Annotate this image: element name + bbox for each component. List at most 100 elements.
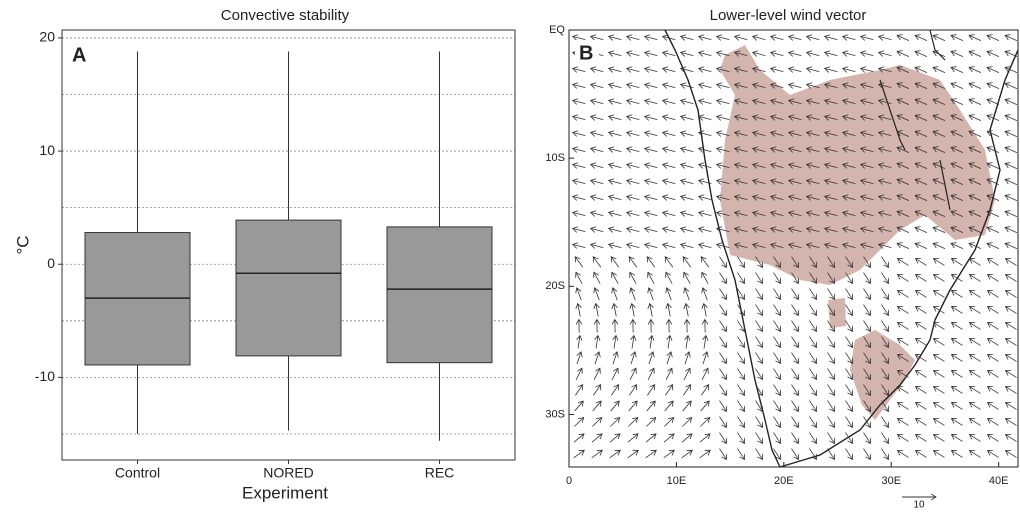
wind-vector (969, 115, 981, 120)
wind-vector (627, 164, 640, 167)
wind-vector (645, 52, 658, 55)
wind-vector (627, 180, 640, 183)
wind-vector (1005, 435, 1016, 442)
wind-vector (719, 337, 726, 348)
wind-vector (575, 401, 583, 411)
wind-vector (699, 84, 712, 87)
wind-vector (648, 368, 654, 380)
wind-vector (753, 36, 766, 39)
wind-vector (827, 289, 834, 300)
wind-vector (627, 68, 640, 71)
wind-vector (1005, 275, 1016, 282)
wind-vector (719, 401, 726, 412)
wind-vector (681, 84, 694, 87)
wind-vector (664, 450, 675, 458)
wind-vector (681, 100, 694, 103)
wind-vector (632, 336, 634, 349)
wind-vector (612, 368, 618, 380)
wind-vector (915, 339, 926, 346)
wind-vector (686, 304, 689, 317)
wind-vector (755, 321, 762, 332)
wind-vector (609, 132, 622, 135)
wind-vector (915, 51, 927, 56)
wind-vector (827, 353, 834, 364)
wind-vector (611, 257, 619, 268)
wind-vector (647, 401, 655, 411)
wind-vector (664, 434, 674, 442)
wind-vector (699, 116, 712, 119)
wind-vector (609, 196, 622, 199)
wind-vector (719, 449, 726, 460)
wind-vector (645, 164, 658, 167)
wind-vector (592, 434, 602, 442)
wind-vector (737, 385, 744, 396)
wind-vector (737, 353, 744, 364)
wind-vector (737, 401, 744, 412)
wind-vector (933, 419, 944, 426)
wind-vector (573, 164, 586, 167)
wind-vector (573, 36, 586, 39)
wind-vector (951, 387, 962, 394)
wind-vector (915, 387, 926, 394)
wind-vector (987, 355, 998, 362)
wind-vector (1005, 339, 1016, 346)
wind-vector (702, 368, 708, 380)
wind-vector (845, 385, 852, 396)
wind-vector (915, 291, 926, 298)
wind-vector (827, 417, 834, 428)
wind-vector (881, 289, 888, 300)
wind-vector (951, 371, 962, 378)
wind-vector (969, 243, 981, 248)
wind-vector (681, 68, 694, 71)
wind-vector (627, 212, 640, 215)
wind-vector (933, 67, 945, 72)
wind-vector (969, 355, 980, 362)
wind-vector (591, 244, 604, 247)
wind-vector (665, 385, 672, 396)
wind-vector (1005, 243, 1017, 248)
wind-vector (897, 35, 909, 40)
wind-vector (591, 212, 604, 215)
wind-vector (591, 196, 604, 199)
wind-vector (629, 385, 636, 396)
wind-vector (791, 289, 798, 300)
wind-vector (1005, 35, 1017, 40)
wind-vector (595, 288, 600, 300)
wind-vector (951, 403, 962, 410)
wind-vector (595, 352, 599, 364)
wind-vector (573, 180, 586, 183)
wind-vector (845, 305, 852, 316)
wind-vector (951, 307, 962, 314)
wind-vector (683, 257, 691, 268)
wind-vector (843, 36, 856, 39)
wind-vector (684, 272, 690, 283)
wind-vector (987, 291, 998, 298)
wind-vector (702, 272, 708, 283)
wind-vector (933, 259, 944, 266)
wind-vector (683, 401, 691, 411)
wind-vector (951, 355, 962, 362)
wind-vector (915, 403, 926, 410)
wind-vector (627, 244, 640, 247)
x-tick-label: 40E (989, 475, 1009, 487)
wind-vector (1005, 163, 1017, 168)
wind-vector (987, 339, 998, 346)
wind-vector (827, 369, 834, 380)
wind-vector (791, 321, 798, 332)
wind-vector (755, 289, 762, 300)
wind-vector (861, 68, 874, 71)
wind-vector (717, 116, 730, 119)
wind-vector (915, 323, 926, 330)
wind-vector (915, 35, 927, 40)
wind-vector (650, 336, 652, 349)
wind-vector (630, 368, 636, 380)
wind-vector (1005, 387, 1016, 394)
wind-vector (969, 403, 980, 410)
wind-vector (737, 337, 744, 348)
wind-vector (719, 273, 726, 284)
wind-vector (897, 291, 908, 298)
wind-vector (666, 368, 672, 380)
wind-vector (969, 387, 980, 394)
chart-title: Convective stability (221, 7, 350, 24)
